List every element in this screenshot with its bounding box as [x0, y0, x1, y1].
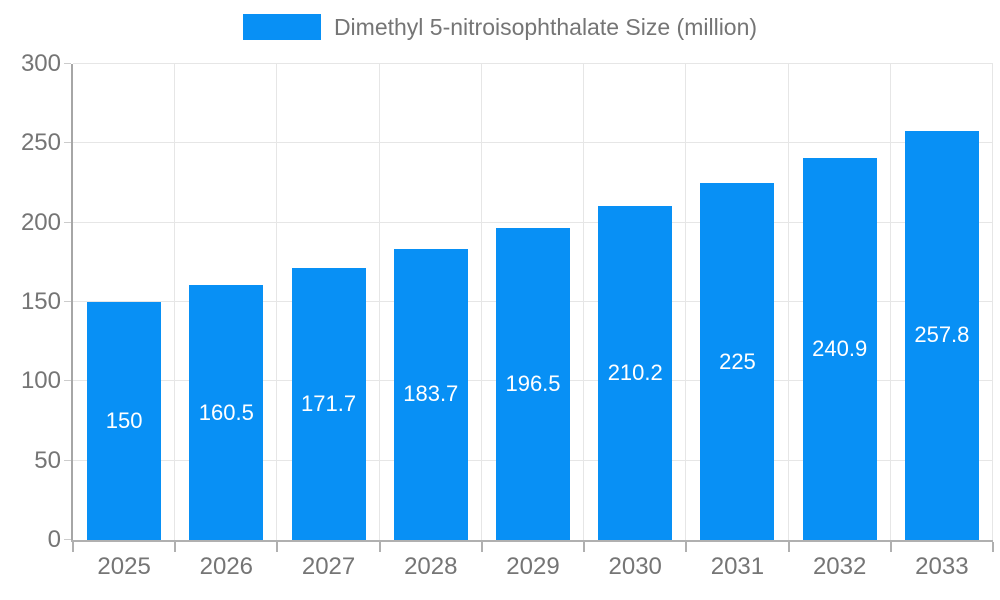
- y-axis-tick: [64, 539, 71, 540]
- bar-value-label: 171.7: [301, 390, 357, 416]
- x-axis-tick: [889, 542, 892, 552]
- y-axis-tick: [64, 301, 71, 302]
- v-gridline: [583, 64, 585, 540]
- bar-value-label: 183.7: [403, 381, 459, 407]
- bar-2032[interactable]: 240.9: [802, 157, 877, 540]
- y-axis-tick: [64, 380, 71, 382]
- x-axis-tick: [480, 542, 483, 552]
- legend-swatch-icon: [242, 14, 321, 40]
- bar-2029[interactable]: 196.5: [496, 228, 570, 540]
- y-axis-tick-label: 150: [20, 288, 61, 315]
- x-axis-tick: [174, 542, 177, 552]
- bar-value-label: 257.8: [914, 322, 970, 348]
- plot-area: 150 160.5 171.7 183.7 196.5 210.2 225 240.9 257.…: [64, 63, 994, 552]
- y-axis-tick: [64, 459, 71, 461]
- bar-value-label: 160.5: [198, 399, 254, 425]
- bar-value-label: 225: [719, 348, 756, 374]
- legend-label: Dimethyl 5-nitroisophthalate Size (milli…: [333, 14, 758, 40]
- x-axis-tick-label: 2030: [608, 553, 662, 580]
- x-axis-tick-label: 2032: [812, 553, 867, 580]
- x-axis-tick: [787, 542, 790, 552]
- x-axis-tick: [685, 542, 688, 552]
- bar-2026[interactable]: 160.5: [189, 285, 264, 540]
- v-gridline: [276, 64, 278, 540]
- y-axis-tick: [64, 142, 71, 144]
- bar-2031[interactable]: 225: [700, 183, 775, 540]
- x-axis-tick: [992, 542, 994, 552]
- v-gridline: [889, 64, 891, 540]
- v-gridline: [787, 64, 789, 540]
- bar-value-label: 240.9: [812, 335, 868, 361]
- bar-2028[interactable]: 183.7: [393, 248, 468, 540]
- x-axis-tick: [276, 542, 279, 552]
- x-axis-tick-label: 2031: [710, 553, 765, 580]
- bar-value-label: 150: [105, 408, 143, 433]
- x-axis-tick-label: 2026: [199, 553, 254, 580]
- y-axis-tick: [64, 63, 71, 64]
- y-axis-tick-label: 50: [34, 446, 61, 474]
- x-axis-tick-label: 2028: [404, 553, 458, 580]
- x-axis-tick-label: 2027: [301, 553, 356, 580]
- x-axis-tick: [583, 542, 586, 552]
- h-gridline: [73, 221, 993, 223]
- bar-value-label: 210.2: [607, 360, 663, 386]
- h-gridline: [73, 142, 993, 144]
- v-gridline: [685, 64, 687, 540]
- v-gridline: [480, 64, 482, 540]
- y-axis-line: [71, 64, 73, 540]
- x-axis-tick-label: 2025: [97, 553, 151, 580]
- y-axis-tick: [64, 221, 71, 223]
- bar-2025[interactable]: 150: [87, 302, 162, 540]
- x-axis-line: [71, 540, 993, 542]
- y-axis-tick-label: 250: [20, 129, 61, 157]
- x-axis-tick-label: 2029: [506, 553, 560, 580]
- bar-2030[interactable]: 210.2: [598, 206, 673, 540]
- bar-value-label: 196.5: [505, 371, 561, 397]
- v-gridline: [174, 64, 176, 540]
- x-axis-tick: [378, 542, 381, 552]
- legend-item[interactable]: Dimethyl 5-nitroisophthalate Size (milli…: [0, 14, 1000, 40]
- bar-2027[interactable]: 171.7: [291, 267, 366, 540]
- y-axis-tick-label: 300: [20, 50, 61, 77]
- x-axis-tick: [72, 542, 74, 552]
- bar-2033[interactable]: 257.8: [904, 130, 979, 540]
- v-gridline: [992, 64, 993, 540]
- x-axis-tick-label: 2033: [915, 553, 969, 580]
- v-gridline: [378, 64, 380, 540]
- y-axis-tick-label: 0: [47, 526, 61, 553]
- y-axis-tick-label: 100: [20, 367, 61, 395]
- y-axis-tick-label: 200: [20, 208, 61, 236]
- h-gridline: [73, 63, 993, 64]
